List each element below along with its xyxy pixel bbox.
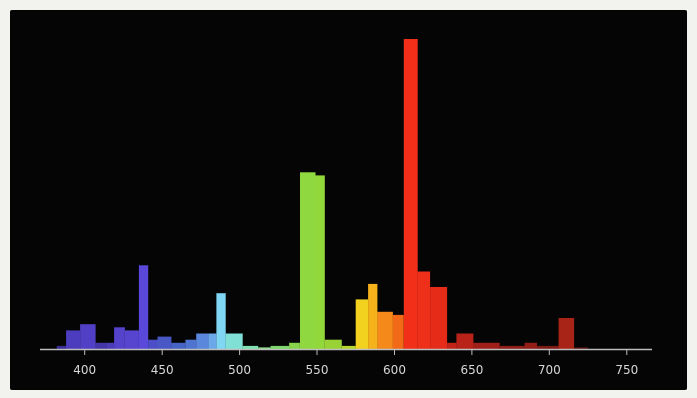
spectrum-bar <box>403 39 418 349</box>
x-tick-label: 750 <box>615 363 638 377</box>
spectrum-bar <box>225 333 243 349</box>
spectrum-bar <box>185 339 197 349</box>
spectrum-bar <box>392 314 404 349</box>
spectrum-bar <box>114 327 125 349</box>
spectrum-bar <box>456 333 474 349</box>
spectrum-bar <box>196 333 209 349</box>
spectrum-bar <box>377 311 393 349</box>
x-tick-label: 700 <box>538 363 561 377</box>
spectrum-bar <box>355 299 369 349</box>
spectrum-bar <box>473 342 500 349</box>
spectrum-bar <box>216 293 226 349</box>
x-tick-label: 550 <box>306 363 329 377</box>
x-tick-label: 500 <box>228 363 251 377</box>
spectrum-bar <box>171 342 186 349</box>
spectrum-bar <box>574 347 588 349</box>
spectrum-bar <box>289 342 300 349</box>
spectrum-bar <box>106 342 115 349</box>
spectrum-bar <box>499 345 525 349</box>
bars-group <box>56 39 588 349</box>
spectrum-bar <box>536 345 559 349</box>
x-tick-label: 650 <box>460 363 483 377</box>
x-tick-label: 400 <box>73 363 96 377</box>
spectrum-bar <box>138 265 149 349</box>
chart-frame: 400 450 500 550 600 650 700 750 <box>10 10 687 390</box>
spectrum-bar <box>315 175 325 349</box>
x-ticks-group: 400 450 500 550 600 650 700 750 <box>73 349 638 377</box>
spectrum-bar <box>430 287 448 349</box>
spectrum-bar <box>125 330 139 349</box>
spectrum-bar <box>208 333 217 349</box>
spectrum-chart: 400 450 500 550 600 650 700 750 <box>40 39 652 377</box>
spectrum-bar <box>148 339 158 349</box>
x-tick-label: 600 <box>383 363 406 377</box>
spectrum-bar <box>56 345 67 349</box>
spectrum-bar <box>270 345 290 349</box>
spectrum-bar <box>417 271 431 349</box>
spectrum-bar <box>341 345 356 349</box>
spectrum-bar <box>524 342 537 349</box>
spectrum-bar <box>368 283 378 349</box>
spectrum-bar <box>80 324 96 349</box>
spectrum-bar <box>558 318 575 349</box>
spectrum-bar <box>258 347 271 349</box>
spectrum-bar <box>300 172 316 349</box>
spectrum-bar <box>447 342 457 349</box>
spectrum-bar <box>324 339 342 349</box>
spectrum-bar <box>95 342 107 349</box>
spectrum-bar <box>157 336 172 349</box>
spectrum-bar <box>66 330 80 349</box>
spectrum-bar <box>242 345 259 349</box>
x-tick-label: 450 <box>151 363 174 377</box>
